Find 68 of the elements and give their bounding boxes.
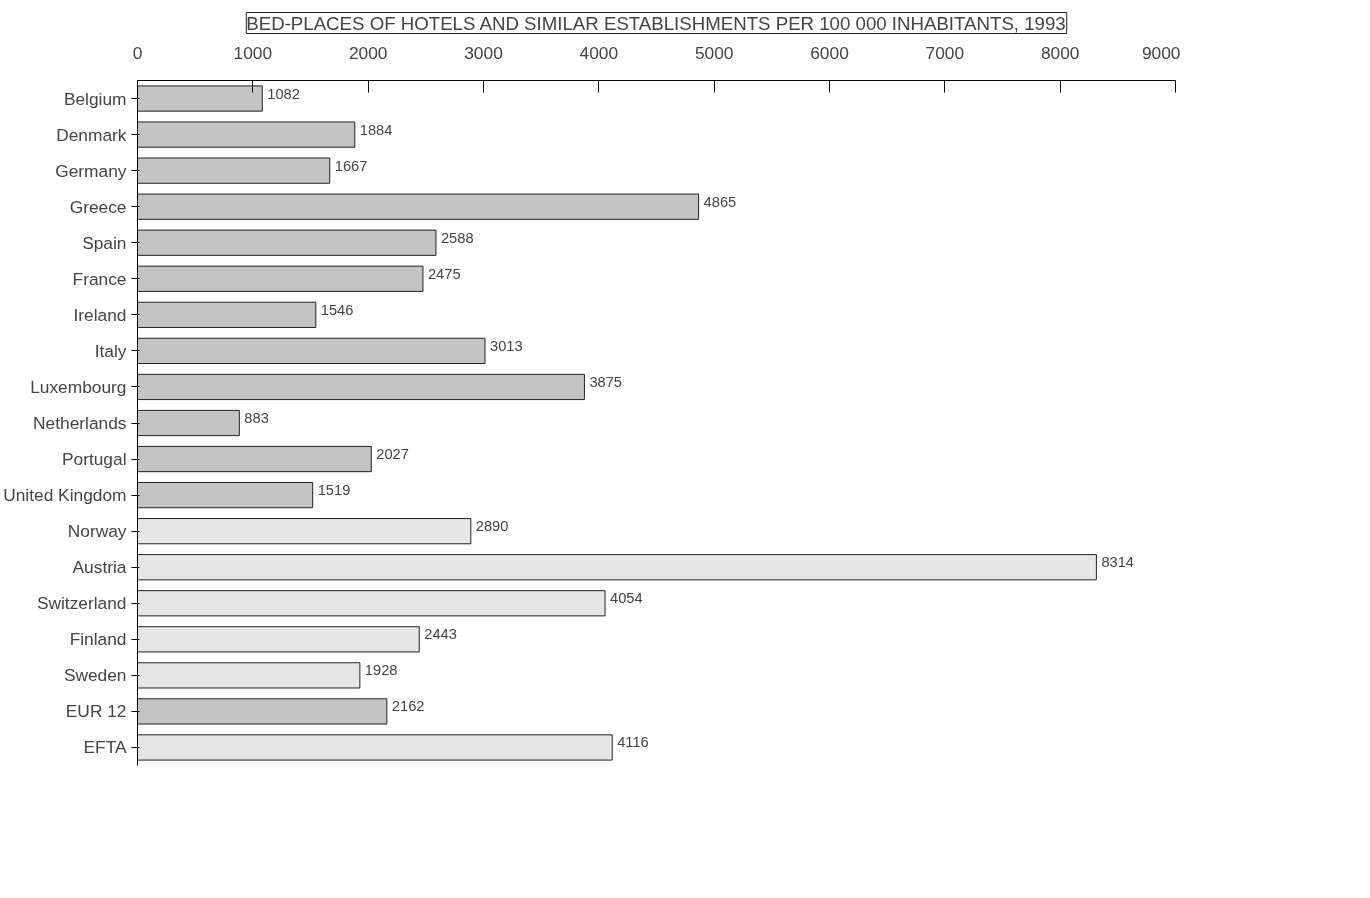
x-tick-label: 6000 [810, 42, 849, 63]
x-tick-label: 0 [132, 42, 143, 63]
data-label: 1082 [267, 85, 300, 102]
y-tick-label: Greece [69, 196, 127, 217]
bar [137, 301, 317, 328]
data-label: 4116 [617, 734, 649, 751]
data-label: 4865 [703, 193, 737, 210]
bar [137, 662, 361, 689]
bar [137, 121, 356, 148]
x-tick-label: 7000 [925, 42, 965, 63]
bar [137, 229, 437, 256]
data-label: 1928 [364, 662, 398, 679]
x-tick-label: 9000 [1141, 42, 1181, 63]
y-tick-label: United Kingdom [3, 485, 127, 506]
y-tick-label: EFTA [83, 737, 127, 758]
y-tick-label: Belgium [63, 88, 127, 109]
bar [137, 193, 700, 220]
data-label: 2162 [391, 698, 425, 715]
y-tick-label: Sweden [63, 665, 127, 686]
data-label: 2475 [427, 265, 461, 282]
bar [137, 734, 613, 761]
y-tick-label: Netherlands [33, 413, 127, 433]
y-tick-label: Italy [94, 340, 127, 361]
x-tick-label: 3000 [464, 42, 503, 63]
data-label: 1546 [320, 301, 354, 318]
data-label: 2890 [475, 518, 509, 535]
chart-title: BED-PLACES OF HOTELS AND SIMILAR ESTABLISHMENTS PER 100 000 INHABITANTS, 1993 [246, 12, 1066, 34]
bar [137, 626, 420, 653]
y-tick-label: France [72, 268, 127, 289]
data-label: 1519 [317, 482, 351, 499]
bar [137, 373, 585, 401]
y-tick-label: Germany [55, 160, 127, 181]
y-tick-label: Spain [82, 232, 127, 253]
y-tick-label: Norway [67, 521, 127, 542]
data-label: 883 [244, 410, 269, 426]
bar [137, 337, 486, 365]
y-tick-label: EUR 12 [65, 701, 127, 722]
data-label: 2027 [376, 446, 409, 463]
bar [137, 265, 424, 292]
x-tick-label: 2000 [348, 42, 388, 63]
data-label: 3875 [589, 373, 623, 390]
bar [137, 445, 372, 473]
data-label: 8314 [1101, 554, 1134, 571]
bar [137, 481, 314, 509]
bar [137, 518, 472, 545]
bar [137, 409, 240, 437]
bar [137, 590, 606, 617]
data-label: 4054 [610, 590, 643, 607]
data-label: 2588 [440, 229, 474, 246]
data-label: 1884 [359, 121, 393, 138]
bar [137, 554, 1097, 581]
x-tick-label: 4000 [579, 42, 619, 63]
bar [137, 698, 388, 725]
y-tick-label: Denmark [56, 124, 127, 145]
data-label: 3013 [490, 337, 523, 354]
bar [137, 85, 263, 112]
y-tick-label: Austria [72, 557, 127, 578]
data-label: 2443 [424, 626, 457, 643]
x-tick-label: 1000 [233, 42, 273, 63]
data-label: 1667 [334, 157, 368, 174]
x-tick-label: 8000 [1040, 42, 1080, 63]
y-tick-label: Switzerland [36, 593, 127, 614]
y-tick-label: Luxembourg [30, 376, 127, 397]
bar [137, 157, 331, 184]
x-tick-label: 5000 [694, 42, 734, 63]
y-tick-label: Portugal [61, 449, 127, 470]
y-tick-label: Ireland [73, 304, 127, 325]
y-tick-label: Finland [69, 629, 127, 650]
